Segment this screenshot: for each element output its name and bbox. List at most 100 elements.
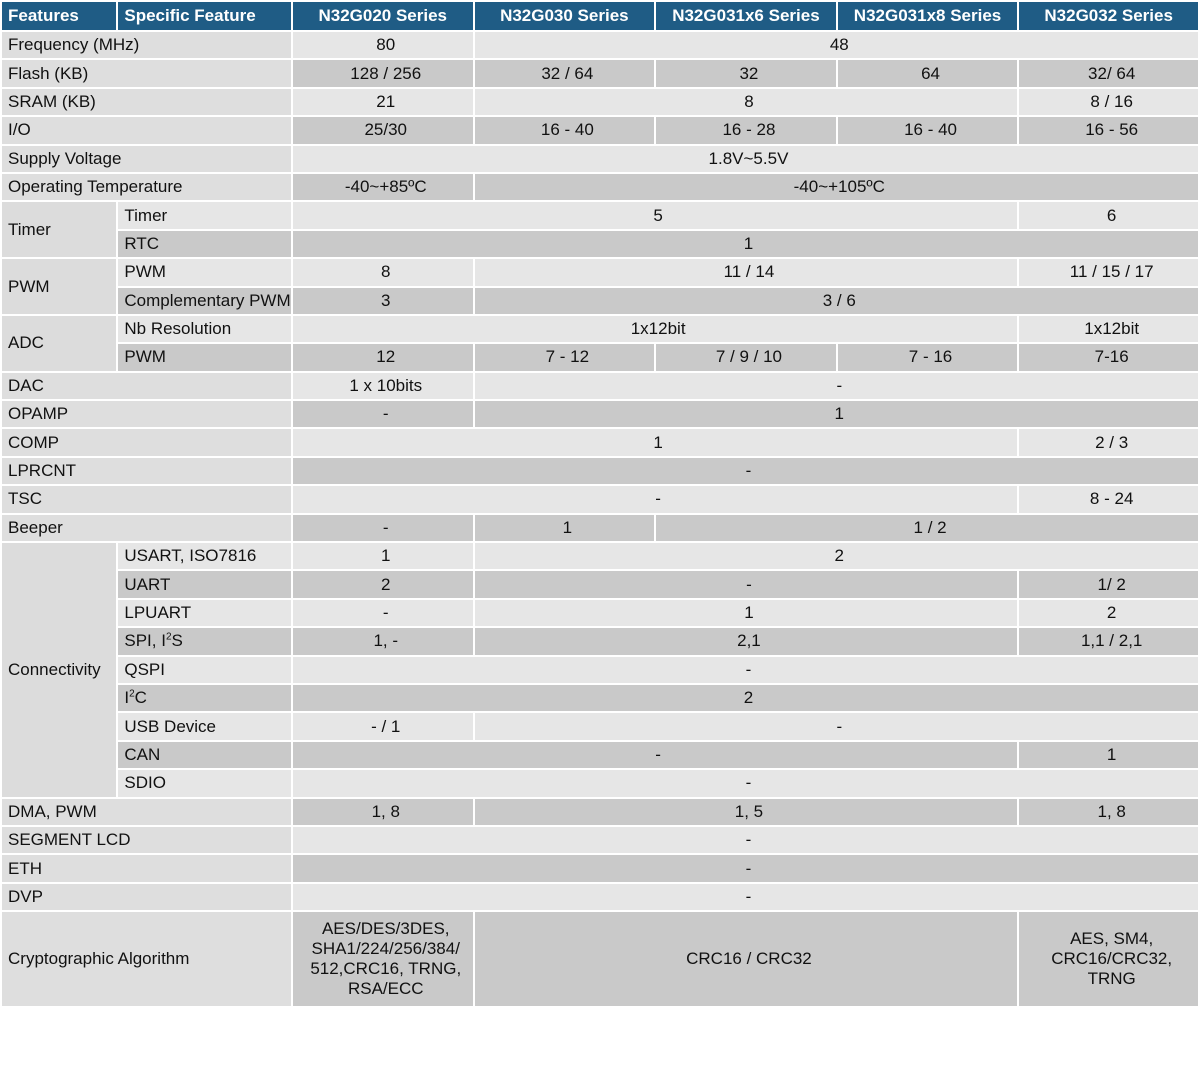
sub-label: CAN [118,741,291,769]
table-row: RTC 1 [2,230,1198,258]
cell: 1x12bit [292,315,1018,343]
cell: 2 [474,543,1198,570]
sub-label: USART, ISO7816 [118,543,291,570]
cell-line: TRNG [1087,969,1136,989]
cell: 1, 8 [292,798,473,825]
table-row: LPUART - 1 2 [2,599,1198,627]
row-label: Beeper [2,514,291,542]
sub-label-text: C [134,688,147,708]
table-row: USB Device - / 1 - [2,713,1198,740]
table-row: LPRCNT - [2,457,1198,485]
row-label: TSC [2,486,291,513]
cell: 80 [292,32,473,59]
cell: - / 1 [292,713,473,740]
superscript: 2 [165,631,172,643]
cell: 16 - 28 [656,117,836,144]
cell: 2 [292,684,1198,712]
row-label: OPAMP [2,401,291,428]
sub-label-text: I [124,688,130,708]
cell: - [292,855,1198,882]
cell: 1 [474,401,1198,428]
cell: 2 [1019,599,1198,627]
sub-label: PWM [118,259,291,286]
sub-label: USB Device [118,713,291,740]
cell: 12 [292,344,473,371]
cell-line: CRC16/CRC32, [1051,949,1173,969]
table-row: ADC Nb Resolution 1x12bit 1x12bit [2,315,1198,371]
cell: 3 [292,287,473,314]
row-label: Cryptographic Algorithm [2,912,291,1007]
header-specific-feature: Specific Feature [118,2,291,30]
cell: - [292,656,1198,683]
sub-label: I2C [118,684,291,712]
row-label: Frequency (MHz) [2,32,291,59]
cell: - [292,883,1198,911]
table-row: QSPI - [2,656,1198,683]
cell: 1 [292,429,1018,456]
table-row: TSC - 8 - 24 [2,486,1198,513]
cell-line: RSA/ECC [347,979,424,999]
header-n32g020: N32G020 Series [292,2,473,30]
sub-label-text: SPI, I [124,631,166,651]
cell: - [292,770,1198,797]
cell: 11 / 14 [474,259,1018,286]
table-row: Operating Temperature -40~+85ºC -40~+105… [2,173,1198,201]
table-row: CAN - 1 [2,741,1198,769]
table-row: Connectivity USART, ISO7816 1 2 [2,543,1198,797]
cell: 1 [474,599,1018,627]
cell: AES/DES/3DES, SHA1/224/256/384/ 512,CRC1… [292,912,473,1007]
cell: 7 / 9 / 10 [656,344,836,371]
cell: 7 - 12 [474,344,655,371]
row-label: I/O [2,117,291,144]
cell: - [292,486,1018,513]
cell: 16 - 56 [1019,117,1198,144]
cell: - [474,372,1198,400]
sub-label: SPI, I2S [118,628,291,655]
table-row: SEGMENT LCD - [2,826,1198,854]
cell: 6 [1019,202,1198,229]
table-row: Timer Timer 5 6 [2,202,1198,258]
row-label: ETH [2,855,291,882]
table-row: Frequency (MHz) 80 48 [2,32,1198,59]
cell: 8 / 16 [1019,88,1198,116]
sub-label: Timer [118,202,291,229]
sub-label: QSPI [118,656,291,683]
table-row: I/O 25/30 16 - 40 16 - 28 16 - 40 16 - 5… [2,117,1198,144]
cell: - [292,826,1198,854]
cell: 128 / 256 [292,60,473,87]
cell-line: SHA1/224/256/384/ [311,939,460,959]
table-row: I2C 2 [2,684,1198,712]
table-row: SRAM (KB) 21 8 8 / 16 [2,88,1198,116]
row-label: Flash (KB) [2,60,291,87]
cell: - [474,571,1018,598]
row-label: LPRCNT [2,457,291,485]
cell: - [292,457,1198,485]
table-row: OPAMP - 1 [2,401,1198,428]
cell: 1 x 10bits [292,372,473,400]
row-label: DAC [2,372,291,400]
cell: 25/30 [292,117,473,144]
cell: 1/ 2 [1019,571,1198,598]
cell: 8 [292,259,473,286]
sub-label: PWM [118,344,291,371]
row-label: COMP [2,429,291,456]
table-row: DAC 1 x 10bits - [2,372,1198,400]
sub-label: RTC [118,230,291,258]
cell: 1, - [292,628,473,655]
cell: - [292,741,1018,769]
header-n32g031x6: N32G031x6 Series [656,2,836,30]
table-header-row: Features Specific Feature N32G020 Series… [2,2,1198,30]
group-label-adc: ADC [2,315,117,371]
sub-label: SDIO [118,770,291,797]
cell: 5 [292,202,1018,229]
row-label: Operating Temperature [2,173,291,201]
table-row: DMA, PWM 1, 8 1, 5 1, 8 [2,798,1198,825]
table-row: SPI, I2S 1, - 2,1 1,1 / 2,1 [2,628,1198,655]
cell: 1 / 2 [656,514,1198,542]
cell: 1, 5 [474,798,1018,825]
cell: 7-16 [1019,344,1198,371]
cell-line: 512,CRC16, TRNG, [310,959,462,979]
sub-label: Nb Resolution [118,315,291,343]
cell: 2 [292,571,473,598]
cell: 1, 8 [1019,798,1198,825]
